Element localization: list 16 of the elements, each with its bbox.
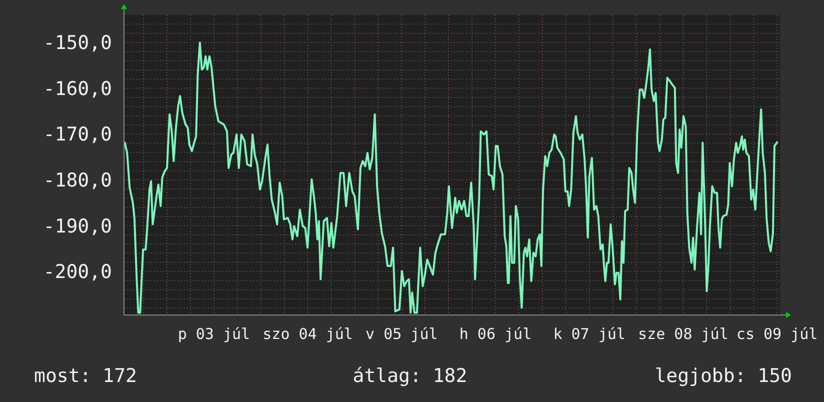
x-tick-label: cs 09 júl — [736, 325, 818, 343]
x-tick-label: v 05 júl — [366, 325, 438, 343]
y-tick-label: -160,0 — [43, 78, 112, 100]
x-tick-label: p 03 júl — [178, 325, 250, 343]
x-tick-label: k 07 júl — [553, 325, 626, 343]
y-tick-label: -150,0 — [43, 32, 112, 54]
x-tick-label: szo 04 júl — [262, 325, 353, 343]
x-tick-label: sze 08 júl — [638, 325, 728, 343]
y-tick-label: -200,0 — [43, 261, 112, 284]
text: most: 172 — [34, 365, 137, 387]
y-tick-label: -170,0 — [43, 124, 112, 146]
text: átlag: 182 — [352, 365, 468, 387]
y-tick-label: -180,0 — [43, 170, 112, 192]
x-tick-label: h 06 júl — [459, 325, 532, 343]
text: legjobb: 150 — [654, 365, 792, 387]
y-tick-label: -190,0 — [43, 215, 112, 238]
